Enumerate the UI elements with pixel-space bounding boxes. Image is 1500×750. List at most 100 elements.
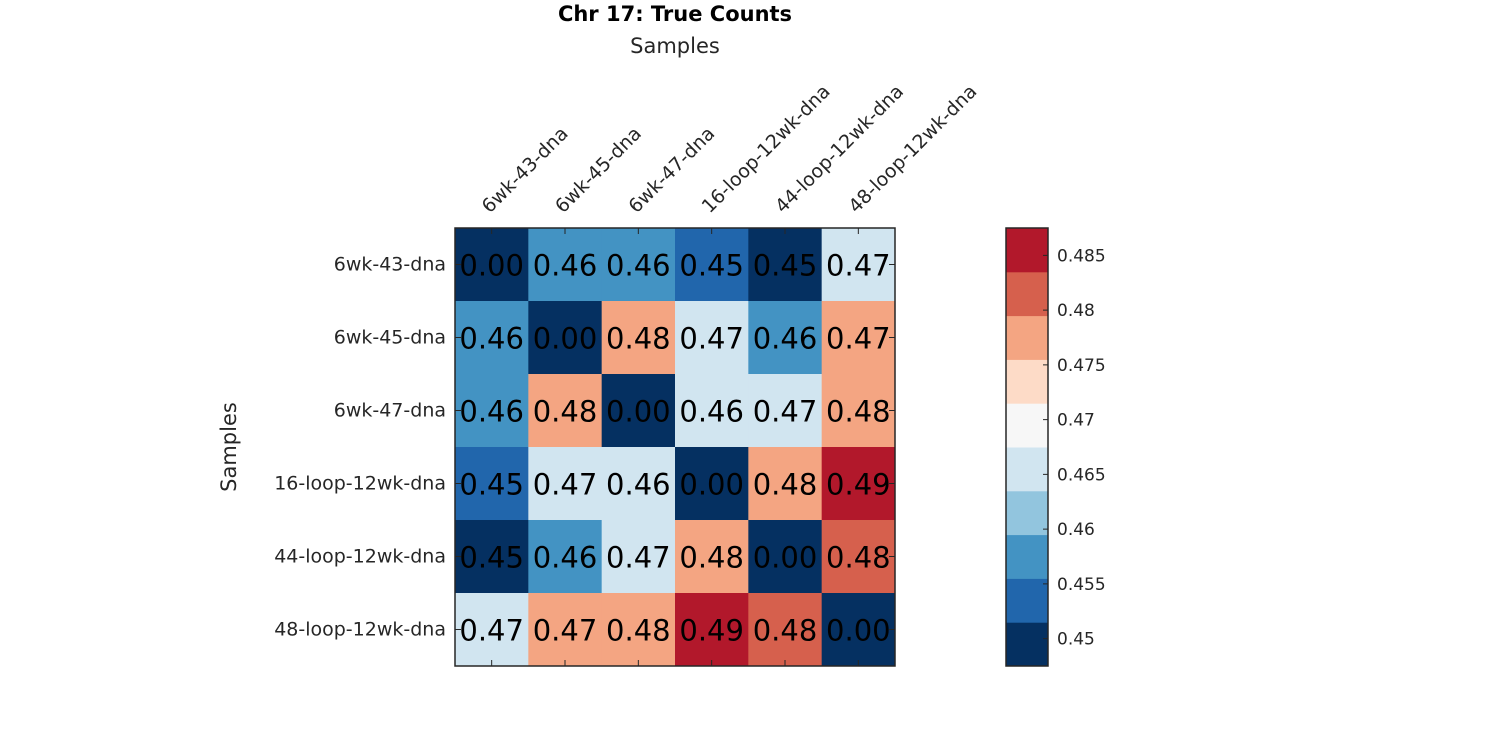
cell-value-label: 0.00 [826, 614, 891, 648]
y-tick-label: 6wk-47-dna [334, 400, 446, 422]
cell-value-label: 0.49 [679, 614, 744, 648]
cell-value-label: 0.47 [459, 614, 524, 648]
cell-value-label: 0.48 [606, 322, 671, 356]
cell-value-label: 0.48 [533, 395, 598, 429]
colorbar-tick-label: 0.46 [1057, 520, 1095, 540]
heatmap-cell [675, 374, 749, 448]
heatmap-cell [455, 301, 529, 375]
heatmap-cell [821, 301, 896, 375]
heatmap-cell [528, 374, 603, 448]
cell-value-label: 0.48 [753, 468, 818, 502]
colorbar-tick-label: 0.475 [1057, 356, 1106, 376]
cell-value-label: 0.45 [753, 249, 818, 283]
cell-value-label: 0.48 [826, 541, 891, 575]
cell-value-label: 0.46 [606, 468, 671, 502]
cell-value-label: 0.47 [826, 322, 891, 356]
cell-value-label: 0.48 [826, 395, 891, 429]
cell-value-label: 0.45 [679, 249, 744, 283]
colorbar-tick-label: 0.45 [1057, 630, 1095, 650]
y-tick-labels: 6wk-43-dna 6wk-45-dna 6wk-47-dna 16-loop-12… [274, 254, 895, 641]
y-axis-label: Samples [217, 402, 241, 492]
cell-value-label: 0.00 [753, 541, 818, 575]
x-tick-label: 44-loop-12wk-dna [771, 80, 908, 217]
colorbar-frame [1005, 227, 1049, 667]
heatmap-cell [455, 228, 529, 302]
colorbar: 0.45 0.455 0.46 0.465 0.47 0.475 0.48 0.485 [1005, 227, 1106, 667]
colorbar-segment [1006, 622, 1048, 667]
colorbar-tick-label: 0.455 [1057, 575, 1106, 595]
colorbar-segment [1006, 359, 1048, 404]
plot-frame [454, 227, 896, 667]
heatmap-cell [601, 520, 676, 594]
colorbar-tick-label: 0.465 [1057, 465, 1106, 485]
heatmap-cell [601, 593, 676, 667]
heatmap-cell [528, 593, 603, 667]
heatmap-cell [528, 228, 603, 302]
cell-value-label: 0.47 [533, 468, 598, 502]
heatmap-cells [455, 228, 896, 667]
cell-value-label: 0.47 [679, 322, 744, 356]
cell-value-label: 0.46 [459, 395, 524, 429]
colorbar-segment [1006, 578, 1048, 623]
y-tick-label: 6wk-43-dna [334, 254, 446, 276]
colorbar-segment [1006, 534, 1048, 579]
cell-value-label: 0.48 [606, 614, 671, 648]
x-tick-label: 48-loop-12wk-dna [844, 80, 981, 217]
y-tick-label: 16-loop-12wk-dna [274, 473, 446, 495]
y-tick-label: 6wk-45-dna [334, 327, 446, 349]
heatmap-cell [821, 593, 896, 667]
heatmap-cell [455, 447, 529, 521]
heatmap-cell [455, 520, 529, 594]
heatmap-cell [675, 593, 749, 667]
cell-value-label: 0.00 [679, 468, 744, 502]
x-tick-label: 16-loop-12wk-dna [698, 80, 835, 217]
y-tick-label: 48-loop-12wk-dna [274, 619, 446, 641]
cell-value-label: 0.00 [606, 395, 671, 429]
heatmap-cell [748, 593, 823, 667]
heatmap-cell [675, 301, 749, 375]
cell-value-label: 0.47 [826, 249, 891, 283]
colorbar-segment [1006, 315, 1048, 360]
heatmap-cell [455, 374, 529, 448]
cell-value-label: 0.00 [533, 322, 598, 356]
heatmap-cell [821, 374, 896, 448]
colorbar-tick-label: 0.485 [1057, 246, 1106, 266]
heatmap-cell [528, 301, 603, 375]
heatmap-cell [748, 520, 823, 594]
heatmap-cell [455, 593, 529, 667]
cell-value-label: 0.49 [826, 468, 891, 502]
heatmap-cell [748, 374, 823, 448]
heatmap-cell [675, 520, 749, 594]
heatmap-cell [601, 447, 676, 521]
heatmap-cell [601, 228, 676, 302]
heatmap-cell [528, 447, 603, 521]
heatmap-cell [748, 301, 823, 375]
y-tick-label: 44-loop-12wk-dna [274, 546, 446, 568]
cell-value-label: 0.46 [533, 249, 598, 283]
cell-value-label: 0.45 [459, 541, 524, 575]
heatmap-cell [601, 374, 676, 448]
x-axis-label: Samples [630, 34, 720, 58]
cell-value-label: 0.48 [679, 541, 744, 575]
colorbar-segment [1006, 271, 1048, 317]
cell-value-label: 0.00 [459, 249, 524, 283]
cell-value-label: 0.46 [753, 322, 818, 356]
cell-value-label: 0.47 [533, 614, 598, 648]
colorbar-tick-label: 0.47 [1057, 411, 1095, 431]
cell-value-label: 0.47 [753, 395, 818, 429]
colorbar-segment [1006, 403, 1048, 448]
colorbar-segment [1006, 447, 1048, 492]
heatmap-cell [748, 447, 823, 521]
cell-value-label: 0.46 [533, 541, 598, 575]
cell-value-label: 0.48 [753, 614, 818, 648]
heatmap-cell [748, 228, 823, 302]
colorbar-tick-label: 0.48 [1057, 301, 1095, 321]
cell-value-label: 0.45 [459, 468, 524, 502]
cell-value-label: 0.46 [679, 395, 744, 429]
heatmap-cell [675, 447, 749, 521]
heatmap-cell [601, 301, 676, 375]
heatmap-cell [528, 520, 603, 594]
chart-title: Chr 17: True Counts [558, 2, 792, 26]
colorbar-segment [1006, 228, 1048, 273]
